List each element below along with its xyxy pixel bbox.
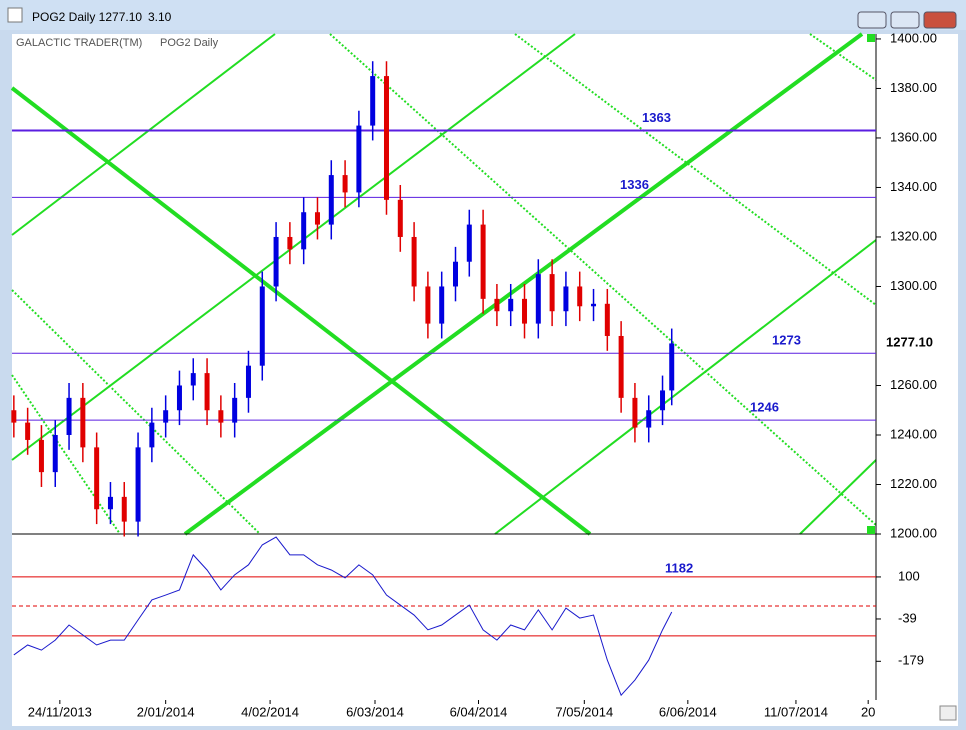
candle-body — [618, 335, 624, 398]
candle-body — [135, 447, 141, 522]
title-bar — [0, 0, 966, 30]
y-tick-label: 1200.00 — [890, 525, 937, 540]
candle-body — [425, 286, 431, 324]
candle-body — [563, 286, 569, 312]
candle-body — [190, 373, 196, 386]
plot-area — [12, 34, 876, 700]
x-tick-label: 6/04/2014 — [450, 704, 508, 719]
level-label: 1273 — [772, 333, 801, 348]
candle-body — [646, 410, 652, 428]
last-price-box — [878, 334, 956, 353]
candle-body — [301, 212, 307, 250]
app-icon — [7, 7, 23, 23]
candle-body — [342, 175, 348, 193]
candle-body — [232, 397, 238, 423]
candle-body — [121, 496, 127, 522]
candle-body — [11, 410, 17, 423]
y-tick-label: 1260.00 — [890, 377, 937, 392]
maximize-button[interactable] — [890, 11, 920, 29]
candle-body — [94, 447, 100, 510]
watermark: GALACTIC TRADER(TM) — [16, 37, 142, 49]
minimize-button[interactable] — [857, 11, 887, 29]
x-tick-label: 6/03/2014 — [346, 704, 404, 719]
candle-body — [176, 385, 182, 411]
gann-lines — [10, 32, 877, 536]
candle-body — [494, 298, 500, 312]
symbol-label: POG2 Daily — [160, 37, 219, 49]
candle-body — [669, 343, 675, 391]
candle-body — [411, 236, 417, 287]
marker — [867, 34, 875, 42]
y-tick-label: 1300.00 — [890, 278, 937, 293]
x-tick-label: 6/06/2014 — [659, 704, 717, 719]
x-tick-label: 20 — [861, 704, 875, 719]
candle-body — [480, 224, 486, 299]
candle-body — [522, 298, 528, 324]
x-tick-label: 24/11/2013 — [28, 704, 92, 719]
candle-body — [52, 434, 58, 473]
candle-body — [660, 390, 666, 411]
y-tick-label: -179 — [898, 653, 924, 668]
level-label: 1336 — [620, 177, 649, 192]
y-tick-label: -39 — [898, 610, 917, 625]
x-tick-label: 11/07/2014 — [764, 704, 828, 719]
x-tick-label: 4/02/2014 — [241, 704, 299, 719]
candle-body — [577, 286, 583, 307]
last-price-label: 1277.10 — [886, 335, 933, 350]
candle-body — [314, 212, 320, 225]
y-tick-label: 1380.00 — [890, 80, 937, 95]
candle-body — [397, 199, 403, 237]
candle-body — [328, 175, 334, 225]
y-tick-label: 1340.00 — [890, 179, 937, 194]
axis-area — [876, 34, 958, 700]
candle-body — [149, 422, 155, 448]
level-label: 1363 — [642, 110, 671, 125]
candle-body — [107, 496, 113, 510]
marker — [867, 526, 875, 534]
y-tick-label: 100 — [898, 568, 920, 583]
candle-body — [508, 298, 514, 312]
candle-body — [535, 274, 541, 324]
y-tick-label: 1320.00 — [890, 228, 937, 243]
window-change: 3.10 — [148, 10, 172, 24]
candle-body — [245, 365, 251, 398]
y-tick-label: 1220.00 — [890, 476, 937, 491]
candle-body — [356, 125, 362, 193]
candle-body — [218, 410, 224, 423]
x-tick-label: 2/01/2014 — [137, 704, 195, 719]
candle-body — [80, 397, 86, 448]
oscillator-line — [13, 536, 673, 697]
window-title: POG2 Daily 1277.10 — [32, 10, 142, 24]
candle-body — [287, 236, 293, 250]
candle-body — [38, 439, 44, 473]
date-axis-area — [12, 700, 958, 726]
candle-body — [66, 397, 72, 435]
candle-body — [439, 286, 445, 324]
level-label: 1246 — [750, 400, 779, 415]
x-tick-label: 7/05/2014 — [555, 704, 613, 719]
y-tick-label: 1400.00 — [890, 30, 937, 45]
tf-button[interactable] — [939, 705, 957, 721]
candle-body — [370, 76, 376, 126]
y-tick-label: 1240.00 — [890, 426, 937, 441]
level-annotation: 1182 — [665, 560, 693, 575]
candle-body — [259, 286, 265, 366]
y-tick-label: 1360.00 — [890, 129, 937, 144]
candle-body — [549, 274, 555, 312]
close-button[interactable] — [923, 11, 957, 29]
candle-body — [604, 303, 610, 336]
candle-body — [163, 410, 169, 423]
candle-body — [466, 224, 472, 262]
candle-body — [632, 397, 638, 428]
candle-body — [273, 236, 279, 287]
candle-body — [383, 76, 389, 200]
candle-body — [204, 373, 210, 411]
candle-body — [453, 261, 459, 287]
candle-body — [25, 422, 31, 440]
candle-body — [591, 303, 597, 307]
